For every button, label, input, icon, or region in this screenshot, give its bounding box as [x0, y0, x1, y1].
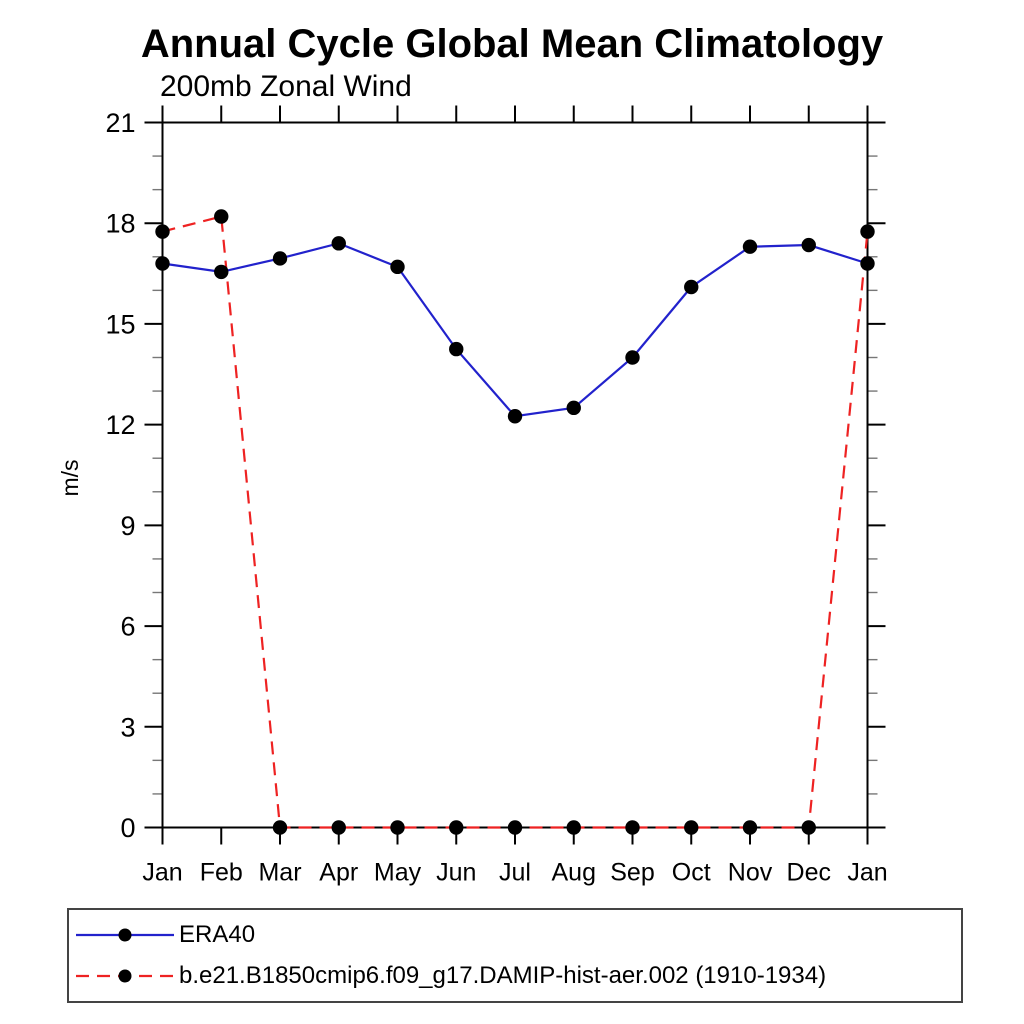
- legend-box: ERA40 b.e21.B1850cmip6.f09_g17.DAMIP-his…: [67, 908, 963, 1003]
- svg-text:Jun: Jun: [436, 859, 476, 887]
- legend-item-era40: ERA40: [74, 918, 961, 952]
- svg-text:Oct: Oct: [672, 859, 711, 887]
- svg-text:0: 0: [120, 813, 135, 843]
- svg-text:Mar: Mar: [258, 859, 301, 887]
- legend-marker-icon: [118, 969, 132, 983]
- plot-area: 0 3 6 9 12 15 18 21 Jan Feb Mar Apr May Jun Jul Aug Sep O…: [57, 105, 888, 887]
- svg-text:m/s: m/s: [57, 459, 83, 496]
- svg-text:Feb: Feb: [200, 859, 243, 887]
- svg-text:Dec: Dec: [787, 859, 831, 887]
- svg-text:12: 12: [105, 410, 135, 440]
- svg-text:18: 18: [105, 209, 135, 239]
- svg-text:21: 21: [105, 108, 135, 138]
- legend-label: ERA40: [179, 921, 256, 948]
- svg-text:Jan: Jan: [847, 859, 887, 887]
- chart-title: Annual Cycle Global Mean Climatology: [140, 22, 884, 66]
- svg-text:9: 9: [120, 511, 135, 541]
- svg-text:Sep: Sep: [610, 859, 654, 887]
- legend-label: b.e21.B1850cmip6.f09_g17.DAMIP-hist-aer.…: [179, 962, 827, 989]
- legend-item-model: b.e21.B1850cmip6.f09_g17.DAMIP-hist-aer.…: [74, 959, 961, 993]
- svg-text:15: 15: [105, 309, 135, 339]
- chart-subtitle: 200mb Zonal Wind: [160, 70, 412, 103]
- svg-text:6: 6: [120, 612, 135, 642]
- svg-text:Nov: Nov: [728, 859, 773, 887]
- legend-line-swatch-dashed: [76, 969, 174, 983]
- svg-text:Jan: Jan: [142, 859, 182, 887]
- svg-text:Jul: Jul: [499, 859, 531, 887]
- svg-text:3: 3: [120, 712, 135, 742]
- svg-text:Apr: Apr: [319, 859, 358, 887]
- svg-text:May: May: [374, 859, 422, 887]
- svg-text:Aug: Aug: [552, 859, 596, 887]
- legend-line-swatch-solid: [76, 928, 174, 942]
- legend-marker-icon: [118, 928, 132, 942]
